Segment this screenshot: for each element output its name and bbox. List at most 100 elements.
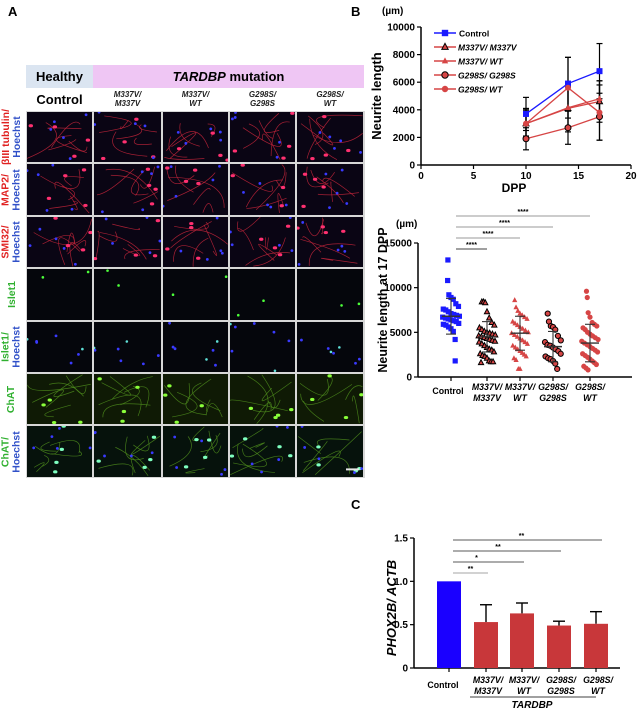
neurite-process xyxy=(131,436,161,456)
neurite-process xyxy=(98,394,142,417)
row-label: SMI32/Hoechst xyxy=(0,216,24,268)
neurite-process xyxy=(64,176,84,187)
data-point-triangle-outlined xyxy=(485,313,493,321)
nucleus xyxy=(242,191,245,195)
micrograph-image xyxy=(94,426,161,477)
legend-label: G298S/ WT xyxy=(458,85,503,95)
nucleus xyxy=(84,113,88,117)
micrograph-image xyxy=(297,216,363,268)
neurite-process xyxy=(185,468,205,474)
cell-body xyxy=(155,218,161,223)
cell-body xyxy=(135,385,140,389)
nucleus xyxy=(233,116,237,119)
neurite-process xyxy=(314,431,362,476)
islet1-nucleus xyxy=(338,345,341,349)
nucleus xyxy=(171,345,175,349)
nucleus xyxy=(260,470,263,474)
y-tick-label: 8000 xyxy=(393,50,416,61)
cell-body xyxy=(96,459,101,464)
micrograph-background xyxy=(230,216,295,268)
x-category-label: WT xyxy=(517,686,531,696)
cell-body xyxy=(165,166,170,170)
nucleus xyxy=(55,447,59,451)
neurite-process xyxy=(322,178,355,198)
nucleus xyxy=(223,468,227,472)
x-category-label: M337V/ xyxy=(473,675,505,685)
data-point-triangle xyxy=(524,315,530,321)
neurite-process xyxy=(316,176,344,204)
nucleus xyxy=(290,249,294,252)
cell-body xyxy=(310,156,315,161)
cell-body xyxy=(297,226,300,230)
data-point-triangle xyxy=(522,327,529,333)
micrograph-cell xyxy=(27,374,92,425)
nucleus xyxy=(119,358,123,362)
micrograph-cell xyxy=(230,216,295,268)
micrograph-cell xyxy=(297,112,363,163)
neurite-process xyxy=(42,455,50,468)
nucleus xyxy=(35,340,39,344)
micrograph-image xyxy=(230,426,295,477)
neurite-process xyxy=(139,124,157,133)
neurite-process xyxy=(111,376,153,400)
neurite-process xyxy=(203,224,218,256)
data-point-circle-outlined xyxy=(564,124,572,132)
nucleus xyxy=(297,262,301,266)
micrograph-background xyxy=(94,269,161,320)
neurite-process xyxy=(258,120,274,139)
data-point-triangle xyxy=(510,342,516,348)
neurite-process xyxy=(133,436,150,452)
micrograph-image xyxy=(230,374,295,425)
data-point-triangle-outlined xyxy=(440,42,450,50)
nucleus xyxy=(230,243,234,246)
nucleus xyxy=(156,165,160,169)
column-header: G298S/G298S xyxy=(229,88,296,110)
x-category-label: M337V xyxy=(473,393,502,403)
nucleus xyxy=(219,249,223,252)
y-tick-label: 4000 xyxy=(393,105,416,116)
micrograph-cell xyxy=(163,164,228,215)
nucleus xyxy=(258,182,262,186)
data-point-circle-outlined xyxy=(441,71,449,79)
micrograph-cell xyxy=(163,321,228,372)
islet1-nucleus xyxy=(171,293,175,297)
micrograph-background xyxy=(230,426,295,477)
neurite-process xyxy=(125,437,144,461)
cell-body xyxy=(134,117,139,121)
nucleus xyxy=(143,124,147,128)
neurite-process xyxy=(32,389,64,408)
micrograph-background xyxy=(297,426,363,477)
cell-body xyxy=(210,131,215,135)
y-tick-label: 2000 xyxy=(393,133,416,144)
cell-body xyxy=(47,398,52,402)
data-point-circle xyxy=(441,85,449,93)
cell-body xyxy=(72,154,77,158)
neurite-process xyxy=(265,237,269,250)
cell-body xyxy=(273,415,278,420)
islet1-nucleus xyxy=(106,269,109,273)
neurite-process xyxy=(110,175,140,197)
micrograph-image xyxy=(27,164,92,215)
panel-label-a: A xyxy=(8,4,18,19)
data-point-triangle xyxy=(519,337,526,343)
neurite-process xyxy=(49,201,78,210)
cell-body xyxy=(192,168,198,173)
nucleus xyxy=(231,117,234,121)
y-tick-label: 1.5 xyxy=(394,534,408,545)
data-point-circle xyxy=(584,294,590,301)
neurite-process xyxy=(133,191,159,204)
islet1-nucleus xyxy=(224,275,228,279)
column-header: Control xyxy=(26,88,93,110)
cell-body xyxy=(152,253,158,258)
nucleus xyxy=(27,169,29,173)
neurite-process xyxy=(133,137,152,145)
neurite-process xyxy=(61,186,75,201)
micrograph-cell xyxy=(94,321,161,372)
nucleus xyxy=(275,155,279,159)
nucleus xyxy=(69,361,73,364)
cell-body xyxy=(327,374,332,378)
neurite-process xyxy=(51,451,83,457)
column-header: M337V/M337V xyxy=(93,88,162,110)
row-label: Islet1 xyxy=(0,268,24,320)
neurite-process xyxy=(122,243,141,256)
